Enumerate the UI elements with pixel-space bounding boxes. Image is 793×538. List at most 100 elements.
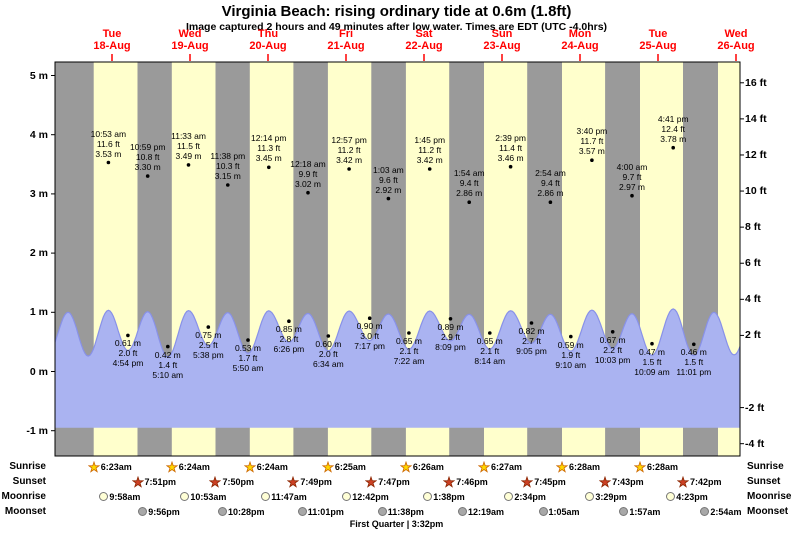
- ft-axis-label: 12 ft: [745, 148, 767, 161]
- chart-subtitle: Image captured 2 hours and 49 minutes af…: [185, 21, 608, 33]
- moonset-icon: [538, 507, 548, 516]
- sunset-star-icon: [521, 475, 534, 488]
- sunrise-event: 6:28am: [634, 460, 678, 473]
- m-axis-label: 5 m: [29, 69, 48, 82]
- low-tide-annotation: 0.61 m 2.0 ft 4:54 pm: [112, 338, 144, 369]
- high-tide-annotation: 1:54 am 9.4 ft 2.86 m: [453, 168, 485, 199]
- day-label: Sat 22-Aug: [405, 28, 443, 52]
- low-tide-annotation: 0.82 m 2.7 ft 9:05 pm: [516, 325, 547, 356]
- high-tide-dot: [267, 165, 271, 170]
- low-tide-dot: [569, 334, 573, 339]
- sunset-time: 7:43pm: [612, 476, 644, 487]
- moonrise-event: 9:58am: [99, 490, 140, 503]
- low-tide-dot: [166, 344, 170, 349]
- sunrise-star-icon: [87, 460, 100, 473]
- sunset-star-icon: [365, 475, 378, 488]
- moonrise-event: 10:53am: [180, 490, 226, 503]
- moonset-event: 11:01pm: [297, 505, 344, 518]
- day-label: Tue 25-Aug: [639, 28, 677, 52]
- moonset-event: 1:05am: [538, 505, 580, 518]
- high-tide-dot: [467, 200, 472, 204]
- moon-phase-text: First Quarter | 3:32pm: [349, 519, 444, 529]
- sunrise-time: 6:28am: [647, 461, 679, 472]
- moonset-time: 11:38pm: [387, 506, 424, 517]
- low-tide-dot: [610, 330, 615, 334]
- high-tide-annotation: 1:03 am 9.6 ft 2.92 m: [373, 164, 404, 195]
- moonrise-icon: [180, 492, 190, 501]
- moonrise-event: 12:42pm: [342, 490, 389, 503]
- low-tide-annotation: 0.67 m 2.2 ft 10:03 pm: [594, 334, 631, 365]
- sunset-event: 7:49pm: [287, 475, 332, 488]
- sunset-time: 7:45pm: [534, 476, 566, 487]
- sunrise-star-icon: [165, 460, 178, 473]
- low-tide-dot: [367, 316, 372, 321]
- sunset-label-right: Sunset: [747, 476, 781, 487]
- high-tide-dot: [347, 167, 351, 171]
- low-tide-annotation: 0.42 m 1.4 ft 5:10 am: [152, 349, 184, 380]
- ft-axis-label: 10 ft: [745, 185, 767, 198]
- plot-border: [54, 61, 741, 457]
- low-tide-dot: [326, 334, 331, 338]
- high-tide-dot: [508, 164, 513, 169]
- sunset-star-icon: [443, 475, 456, 488]
- high-tide-annotation: 12:57 pm 11.2 ft 3.42 m: [331, 135, 367, 166]
- moonrise-event: 1:38pm: [423, 490, 465, 503]
- high-tide-annotation: 12:14 pm 11.3 ft 3.45 m: [251, 133, 287, 164]
- low-tide-annotation: 0.90 m 3.0 ft 7:17 pm: [354, 321, 386, 352]
- sunrise-time: 6:23am: [100, 461, 132, 472]
- moonset-event: 10:28pm: [218, 505, 265, 518]
- low-tide-annotation: 0.53 m 1.7 ft 5:50 am: [232, 343, 264, 374]
- high-tide-annotation: 2:39 pm 11.4 ft 3.46 m: [495, 132, 526, 163]
- moonset-icon: [458, 507, 468, 516]
- moonset-time: 1:05am: [548, 506, 580, 517]
- sunrise-event: 6:24am: [243, 460, 288, 473]
- sunrise-label-right: Sunrise: [747, 461, 784, 472]
- ft-axis-label: -2 ft: [745, 401, 765, 414]
- sunrise-time: 6:25am: [334, 461, 366, 472]
- sunrise-star-icon: [634, 460, 647, 473]
- moonrise-event: 4:23pm: [666, 490, 708, 503]
- sunset-star-icon: [209, 475, 222, 488]
- sunrise-event: 6:26am: [399, 460, 444, 473]
- day-label: Tue 18-Aug: [93, 28, 131, 52]
- high-tide-annotation: 1:45 pm 11.2 ft 3.42 m: [414, 135, 446, 166]
- low-tide-dot: [692, 342, 696, 347]
- sunset-time: 7:47pm: [378, 476, 410, 487]
- moonset-icon: [218, 507, 228, 516]
- moonset-event: 2:54am: [700, 505, 741, 518]
- sunset-time: 7:46pm: [456, 476, 488, 487]
- moonset-label-left: Moonset: [4, 506, 46, 517]
- high-tide-annotation: 11:33 am 11.5 ft 3.49 m: [171, 130, 206, 161]
- sunrise-time: 6:24am: [256, 461, 288, 472]
- m-axis-label: -1 m: [26, 424, 48, 437]
- low-tide-dot: [206, 325, 211, 329]
- sunrise-star-icon: [556, 460, 569, 473]
- moonrise-icon: [342, 492, 352, 501]
- moonrise-icon: [261, 492, 271, 501]
- moonrise-icon: [666, 492, 676, 501]
- day-label: Fri 21-Aug: [327, 28, 365, 52]
- tide-curve-line: [55, 308, 740, 358]
- high-tide-dot: [306, 190, 310, 195]
- high-tide-dot: [226, 183, 230, 187]
- sunset-event: 7:42pm: [677, 475, 722, 488]
- sunset-time: 7:49pm: [300, 476, 332, 487]
- low-tide-annotation: 0.65 m 2.1 ft 7:22 am: [393, 336, 425, 367]
- m-axis-label: 4 m: [29, 128, 48, 141]
- moonset-event: 9:56pm: [138, 505, 180, 518]
- m-axis-label: 2 m: [29, 247, 48, 260]
- moonrise-label-right: Moonrise: [747, 491, 792, 502]
- moonset-event: 1:57am: [619, 505, 660, 518]
- sunset-event: 7:50pm: [209, 475, 254, 488]
- low-tide-annotation: 0.60 m 2.0 ft 6:34 am: [312, 338, 344, 369]
- moonset-event: 12:19am: [458, 505, 504, 518]
- ft-axis-label: 4 ft: [745, 293, 761, 306]
- moonrise-icon: [423, 492, 433, 501]
- high-tide-dot: [548, 200, 553, 204]
- moonrise-icon: [99, 492, 109, 501]
- low-tide-dot: [407, 331, 411, 335]
- low-tide-dot: [287, 319, 291, 324]
- high-tide-annotation: 12:18 am 9.9 ft 3.02 m: [290, 158, 326, 189]
- moonset-icon: [619, 507, 629, 516]
